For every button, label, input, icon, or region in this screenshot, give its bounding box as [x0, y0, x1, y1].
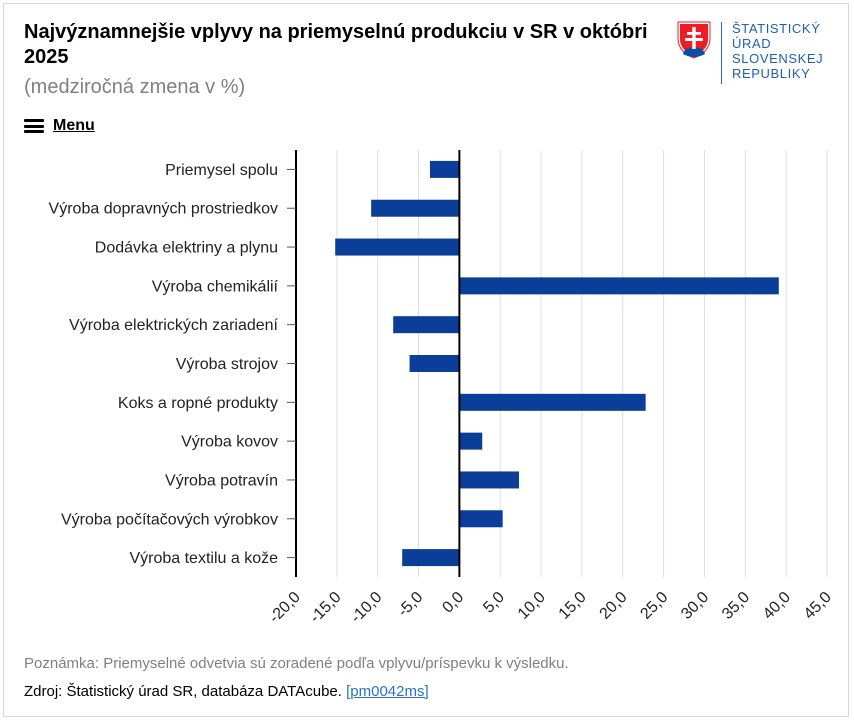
slovak-coat-of-arms-icon: [677, 21, 711, 59]
x-tick-label-2: -10,0: [348, 589, 386, 627]
x-tick-label-9: 25,0: [637, 589, 671, 623]
bar-4: [393, 316, 460, 334]
menu-label: Menu: [53, 117, 95, 134]
category-label-8: Výroba potravín: [165, 472, 278, 489]
hamburger-icon: [24, 119, 44, 133]
logo-line-3: SLOVENSKEJ: [732, 51, 824, 66]
bar-5: [409, 355, 460, 372]
chart-source: Zdroj: Štatistický úrad SR, databáza DAT…: [24, 683, 429, 700]
category-label-10: Výroba textilu a kože: [129, 550, 278, 567]
susr-logo[interactable]: ŠTATISTICKÝ ÚRAD SLOVENSKEJ REPUBLIKY: [677, 21, 823, 84]
logo-line-4: REPUBLIKY: [732, 66, 811, 81]
x-tick-label-1: -15,0: [307, 589, 345, 627]
bar-9: [459, 510, 503, 528]
logo-line-1: ŠTATISTICKÝ: [732, 21, 821, 36]
x-tick-label-13: 45,0: [801, 589, 835, 623]
bar-1: [371, 199, 460, 217]
logo-divider: [721, 22, 722, 84]
x-tick-label-8: 20,0: [597, 589, 631, 623]
x-tick-label-3: -5,0: [395, 589, 427, 621]
bar-3: [459, 277, 779, 295]
chart-title: Najvýznamnejšie vplyvy na priemyselnú pr…: [24, 21, 648, 68]
x-tick-label-7: 15,0: [556, 589, 590, 623]
bar-7: [459, 432, 483, 450]
bar-10: [402, 549, 460, 567]
category-label-9: Výroba počítačových výrobkov: [61, 511, 278, 528]
x-tick-label-5: 5,0: [480, 589, 508, 617]
x-tick-label-0: -20,0: [266, 589, 304, 627]
x-tick-label-6: 10,0: [515, 589, 549, 623]
x-tick-label-10: 30,0: [678, 589, 712, 623]
category-label-3: Výroba chemikálií: [152, 278, 279, 295]
category-label-4: Výroba elektrických zariadení: [69, 317, 279, 334]
category-label-2: Dodávka elektriny a plynu: [95, 240, 278, 257]
chart-subtitle: (medziročná zmena v %): [24, 76, 246, 98]
category-label-7: Výroba kovov: [181, 434, 278, 451]
logo-line-2: ÚRAD: [732, 36, 772, 51]
category-label-6: Koks a ropné produkty: [118, 395, 278, 412]
bar-2: [335, 238, 460, 256]
chart-note: Poznámka: Priemyselné odvetvia sú zorade…: [24, 655, 569, 672]
bar-0: [429, 160, 460, 178]
bar-6: [459, 393, 646, 411]
x-tick-label-11: 35,0: [719, 589, 753, 623]
category-label-5: Výroba strojov: [176, 356, 278, 373]
category-label-1: Výroba dopravných prostriedkov: [49, 201, 278, 218]
bar-8: [459, 471, 520, 489]
category-label-0: Priemysel spolu: [165, 162, 278, 179]
source-text: Zdroj: Štatistický úrad SR, databáza DAT…: [24, 683, 347, 700]
menu-button[interactable]: Menu: [24, 117, 95, 135]
x-tick-label-4: 0,0: [439, 589, 467, 617]
x-tick-label-12: 40,0: [760, 589, 794, 623]
source-link[interactable]: [pm0042ms]: [346, 683, 429, 700]
